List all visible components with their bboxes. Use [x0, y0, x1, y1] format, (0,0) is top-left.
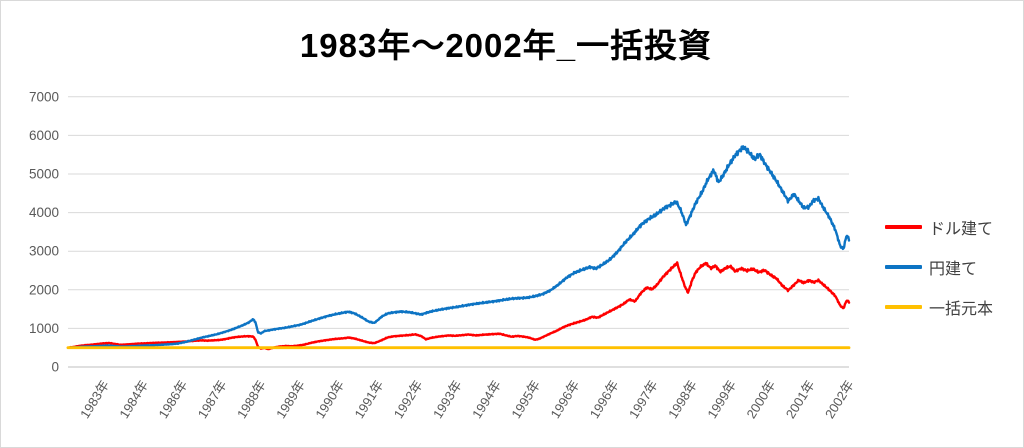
x-tick-label: 1998年 [665, 378, 700, 422]
y-tick-label: 5000 [29, 167, 59, 182]
legend-swatch [885, 265, 922, 269]
x-tick-label: 1984年 [116, 378, 151, 422]
x-tick-label: 1999年 [704, 378, 739, 422]
legend: ドル建て円建て一括元本 [885, 207, 1015, 327]
series-line-dollar [66, 261, 851, 351]
x-tick-label: 2000年 [744, 378, 779, 422]
legend-label: 一括元本 [929, 301, 994, 318]
y-tick-label: 1000 [29, 321, 59, 336]
y-tick-label: 7000 [29, 89, 59, 104]
legend-item-principal: 一括元本 [885, 287, 1015, 327]
y-axis-labels: 0 1000 2000 3000 4000 5000 6000 7000 [29, 89, 59, 374]
x-tick-label: 1987年 [195, 378, 230, 422]
legend-label: 円建て [929, 261, 978, 278]
y-tick-label: 3000 [29, 244, 59, 259]
legend-label: ドル建て [929, 221, 994, 238]
x-tick-label: 1983年 [77, 378, 112, 422]
x-tick-label: 1994年 [469, 378, 504, 422]
y-tick-label: 6000 [29, 128, 59, 143]
x-tick-label: 1991年 [352, 378, 387, 422]
x-tick-label: 1989年 [273, 378, 308, 422]
legend-swatch [885, 225, 922, 229]
legend-swatch [885, 305, 922, 309]
series-line-yen [66, 145, 851, 349]
x-tick-label: 2002年 [822, 378, 857, 422]
legend-item-yen: 円建て [885, 247, 1015, 287]
legend-item-dollar: ドル建て [885, 207, 1015, 247]
y-tick-label: 4000 [29, 205, 59, 220]
x-tick-label: 1996年 [548, 378, 583, 422]
gridlines [68, 96, 849, 368]
x-tick-label: 1992年 [391, 378, 426, 422]
x-axis-labels: 1983年 1984年 1986年 1987年 1988年 1989年 1990年 1991年… [77, 378, 857, 422]
x-tick-label: 1986年 [156, 378, 191, 422]
y-tick-label: 2000 [29, 282, 59, 297]
x-tick-label: 1990年 [312, 378, 347, 422]
x-tick-label: 2001年 [783, 378, 818, 422]
x-tick-label: 1997年 [626, 378, 661, 422]
x-tick-label: 1995年 [508, 378, 543, 422]
x-tick-label: 1996年 [587, 378, 622, 422]
x-tick-label: 1988年 [234, 378, 269, 422]
x-tick-label: 1993年 [430, 378, 465, 422]
y-tick-label: 0 [51, 360, 59, 375]
chart-title: 1983年～2002年_一括投資 [299, 27, 713, 64]
